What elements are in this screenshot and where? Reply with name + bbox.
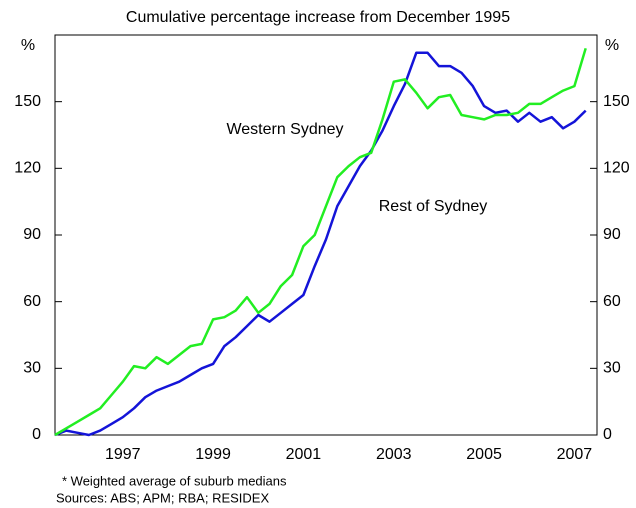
x-tick-label: 2005 [466, 446, 502, 463]
sources: Sources: ABS; APM; RBA; RESIDEX [56, 490, 269, 505]
y-tick-label: 90 [23, 226, 41, 243]
x-tick-label: 1999 [195, 446, 231, 463]
series-line [54, 51, 587, 437]
y2-tick-label: 30 [603, 360, 621, 377]
y2-tick-label: 60 [603, 293, 621, 310]
x-tick-label: 2003 [376, 446, 412, 463]
y2-tick-label: 90 [603, 226, 621, 243]
series-label: Rest of Sydney [379, 198, 488, 215]
x-tick-label: 2001 [286, 446, 322, 463]
y-tick-label: 150 [14, 93, 41, 110]
y-tick-label: 120 [14, 160, 41, 177]
x-tick-label: 2007 [557, 446, 593, 463]
y-tick-label: 0 [32, 426, 41, 443]
y2-tick-label: 120 [603, 160, 630, 177]
y2-unit: % [605, 37, 619, 54]
y-unit: % [21, 37, 35, 54]
plot-frame [54, 34, 598, 436]
y2-tick-label: 150 [603, 93, 630, 110]
y-tick-label: 60 [23, 293, 41, 310]
y2-tick-label: 0 [603, 426, 612, 443]
y-tick-label: 30 [23, 360, 41, 377]
footnote: * Weighted average of suburb medians [62, 473, 287, 488]
chart-subtitle: Cumulative percentage increase from Dece… [126, 9, 510, 26]
series-label: Western Sydney [226, 121, 343, 138]
series-line [54, 47, 587, 437]
x-tick-label: 1997 [105, 446, 141, 463]
